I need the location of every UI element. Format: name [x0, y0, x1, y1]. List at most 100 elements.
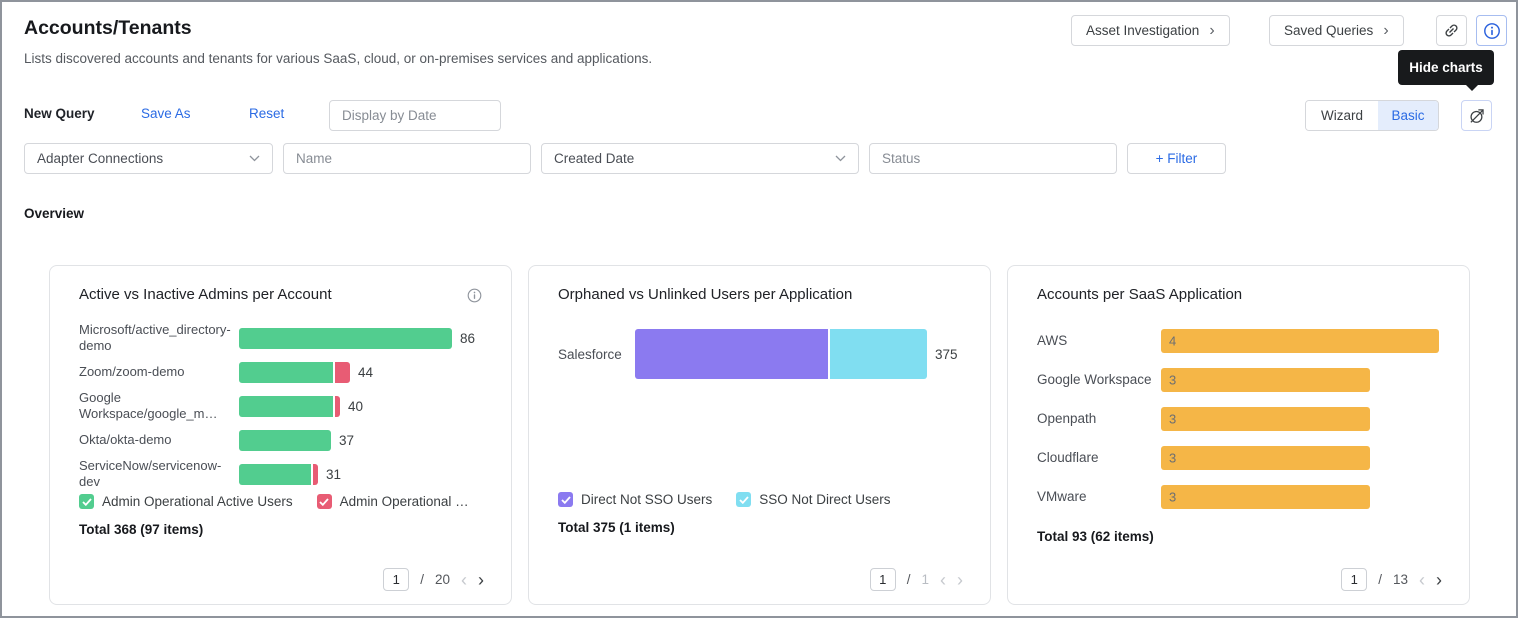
page-number-input[interactable]: 1	[869, 568, 896, 591]
prev-page-icon: ‹	[1419, 569, 1425, 590]
chart-row-bars	[239, 361, 350, 383]
chart-row: Salesforce 375	[558, 329, 961, 379]
next-page-icon[interactable]: ›	[478, 569, 484, 590]
next-page-icon[interactable]: ›	[1436, 569, 1442, 590]
legend-label: Admin Operational …	[339, 494, 469, 509]
bar-segment[interactable]: 3	[1161, 445, 1370, 470]
add-filter-button[interactable]: + Filter	[1127, 143, 1226, 174]
chart-row: Cloudflare 3	[1037, 438, 1440, 477]
chart-title: Active vs Inactive Admins per Account	[79, 286, 332, 303]
name-filter-input[interactable]	[283, 143, 531, 174]
link-icon	[1443, 22, 1460, 39]
chart-row: VMware 3	[1037, 477, 1440, 516]
page-separator: /	[420, 572, 424, 587]
page-total: 1	[921, 572, 929, 587]
asset-investigation-button[interactable]: Asset Investigation ›	[1071, 15, 1230, 46]
bar-segment[interactable]: 3	[1161, 484, 1370, 509]
chevron-right-icon: ›	[1383, 21, 1389, 39]
bar-value: 86	[460, 330, 476, 346]
next-page-icon: ›	[957, 569, 963, 590]
hide-charts-icon	[1468, 107, 1486, 125]
page-title: Accounts/Tenants	[24, 17, 192, 39]
bar-segment[interactable]	[239, 361, 333, 383]
legend-checkbox[interactable]	[79, 494, 94, 509]
legend-label: Direct Not SSO Users	[581, 492, 713, 507]
chart-row: Google Workspace 3	[1037, 360, 1440, 399]
chart-card-orphaned-vs-unlinked-users: Orphaned vs Unlinked Users per Applicati…	[528, 265, 991, 605]
page-number-input[interactable]: 1	[383, 568, 410, 591]
adapter-connections-select[interactable]: Adapter Connections	[24, 143, 273, 174]
chart-row-bars: 4	[1161, 328, 1439, 353]
chart-row: Microsoft/active_directory-demo 86	[79, 321, 482, 355]
hide-charts-button[interactable]	[1461, 100, 1492, 131]
bar-segment[interactable]	[335, 361, 350, 383]
legend-item: Admin Operational Active Users	[79, 494, 293, 509]
chart-row-label: VMware	[1037, 489, 1087, 504]
chart-row-label: ServiceNow/servicenow-dev	[79, 458, 222, 489]
chart-row-bars	[239, 429, 331, 451]
overview-heading: Overview	[24, 206, 85, 221]
bar-segment[interactable]: 4	[1161, 328, 1439, 353]
page-separator: /	[906, 572, 911, 587]
wizard-tab[interactable]: Wizard	[1306, 101, 1378, 130]
chart-pagination: 1 / 13 ‹ ›	[1341, 568, 1442, 591]
chart-row-bars	[239, 327, 452, 349]
created-date-label: Created Date	[554, 151, 635, 166]
created-date-select[interactable]: Created Date	[541, 143, 859, 174]
page-separator: /	[1378, 572, 1382, 587]
legend-checkbox[interactable]	[736, 492, 752, 507]
chart-total: Total 93 (62 items)	[1037, 529, 1154, 544]
bar-segment[interactable]	[239, 395, 333, 417]
chart-row-label: Zoom/zoom-demo	[79, 364, 185, 379]
display-by-date-input[interactable]	[329, 100, 501, 131]
chart-row-label: Salesforce	[558, 346, 622, 362]
chart-total: Total 375 (1 items)	[558, 520, 675, 535]
reset-link[interactable]: Reset	[249, 106, 285, 121]
bar-segment[interactable]	[335, 395, 340, 417]
saved-queries-button[interactable]: Saved Queries ›	[1269, 15, 1404, 46]
bar-segment[interactable]	[239, 429, 331, 451]
bar-segment[interactable]: 3	[1161, 406, 1370, 431]
chart-row: Google Workspace/google_m… 40	[79, 389, 482, 423]
chart-row-label: Google Workspace	[1037, 372, 1152, 387]
bar-segment[interactable]	[313, 463, 318, 485]
bar-segment[interactable]	[830, 329, 927, 379]
chart-row-bars	[239, 463, 318, 485]
charts-row: Active vs Inactive Admins per Account Mi…	[49, 265, 1470, 605]
new-query-button[interactable]: New Query	[24, 106, 95, 121]
chart-row: AWS 4	[1037, 321, 1440, 360]
bar-value: 40	[348, 398, 364, 414]
bar-segment[interactable]	[635, 329, 828, 379]
chart-row-label: Google Workspace/google_m…	[79, 390, 218, 421]
bar-segment[interactable]	[239, 463, 311, 485]
bar-value: 3	[1169, 489, 1177, 504]
legend-label: SSO Not Direct Users	[759, 492, 891, 507]
chart-row-bars: 3	[1161, 367, 1370, 392]
query-mode-toggle: Wizard Basic	[1305, 100, 1439, 131]
chevron-down-icon	[249, 155, 260, 162]
prev-page-icon: ‹	[940, 569, 946, 590]
bar-segment[interactable]	[239, 327, 452, 349]
chart-pagination: 1 / 1 ‹ ›	[869, 568, 963, 591]
chart-legend: Admin Operational Active Users Admin Ope…	[79, 494, 482, 509]
bar-segment[interactable]: 3	[1161, 367, 1370, 392]
status-filter-input[interactable]	[869, 143, 1117, 174]
bar-value: 375	[935, 346, 958, 362]
copy-link-button[interactable]	[1436, 15, 1467, 46]
page-info-button[interactable]	[1476, 15, 1507, 46]
basic-tab[interactable]: Basic	[1378, 101, 1438, 130]
chart-row-bars: 3	[1161, 445, 1370, 470]
chart-info-icon[interactable]	[467, 288, 482, 303]
save-as-link[interactable]: Save As	[141, 106, 191, 121]
legend-checkbox[interactable]	[558, 492, 573, 507]
bar-value: 31	[326, 466, 342, 482]
chart-row-label: AWS	[1037, 333, 1068, 348]
page-number-input[interactable]: 1	[1341, 568, 1368, 591]
bar-value: 4	[1169, 333, 1177, 348]
chevron-down-icon	[835, 155, 846, 162]
chart-row: Okta/okta-demo 37	[79, 423, 482, 457]
page-total: 20	[434, 572, 450, 587]
legend-checkbox[interactable]	[316, 494, 332, 509]
chart-bars: Salesforce 375	[558, 329, 961, 379]
